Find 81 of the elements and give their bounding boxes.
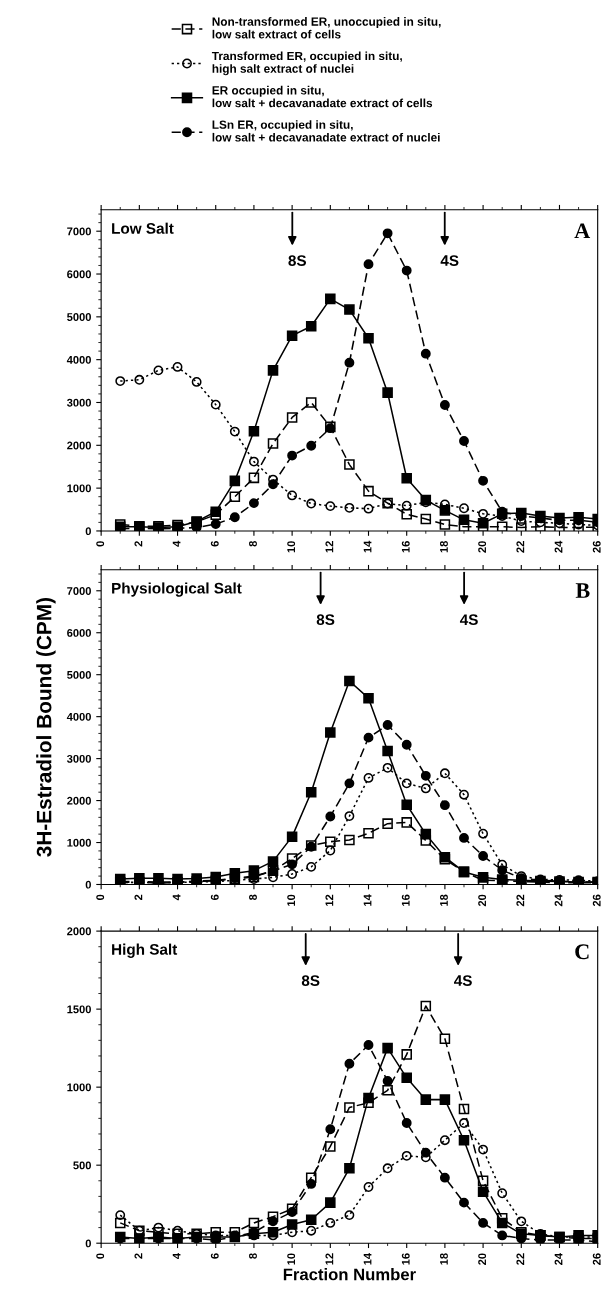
annotation: High Salt [112,943,178,958]
y-tick-label: 4000 [66,712,91,721]
x-tick-label: 16 [401,1253,410,1265]
x-tick-label: 10 [287,541,296,553]
x-tick-label: 18 [440,894,448,906]
y-tick-label: 6000 [67,629,91,637]
x-tick-label: 20 [478,1253,487,1265]
x-tick-label: 6 [210,541,219,547]
x-tick-label: 0 [96,894,105,900]
x-tick-label: 16 [401,894,410,906]
x-tick-label: 22 [516,541,525,553]
annotation: B [575,583,590,598]
y-tick-label: 6000 [67,270,91,279]
x-tick-label: 4 [172,894,181,901]
x-tick-label: 20 [478,541,487,553]
annotation: 8S [301,975,320,987]
x-tick-label: 2 [134,894,143,900]
x-tick-label: 12 [325,1253,334,1265]
x-tick-label: 24 [554,894,563,907]
y-tick-label: 500 [73,1161,91,1170]
x-tick-label: 6 [210,1253,219,1259]
y-tick-label: 3000 [66,754,91,763]
y-tick-label: 0 [85,880,91,889]
x-tick-label: 2 [134,541,143,547]
x-tick-label: 8 [249,541,257,547]
y-tick-label: 0 [85,527,91,536]
y-tick-label: 5000 [67,313,91,321]
x-tick-label: 18 [440,1253,448,1265]
annotation: 4S [440,255,459,266]
y-tick-label: 1000 [67,484,91,493]
legend-label: LSn ER, occupied in situ, low salt + decavanadate extract of nuclei [212,120,440,142]
x-tick-label: 12 [325,894,334,906]
x-tick-label: 0 [96,541,105,547]
y-tick-label: 2000 [67,796,91,805]
x-tick-label: 6 [210,894,219,900]
y-tick-label: 1000 [67,1083,91,1092]
x-tick-label: 26 [592,541,601,553]
y-tick-label: 2000 [67,927,91,936]
x-tick-label: 16 [401,541,410,553]
x-tick-label: 14 [363,894,372,906]
x-tick-label: 10 [287,894,296,906]
y-tick-label: 7000 [67,227,91,236]
y-tick-label: 4000 [66,355,91,364]
annotation: Physiological Salt [112,582,242,597]
x-tick-label: 0 [96,1253,105,1259]
x-tick-label: 24 [554,1252,563,1265]
legend-label: Transformed ER, occupied in situ, high salt extract of nuclei [211,51,402,76]
y-tick-label: 0 [85,1239,91,1248]
annotation: A [574,223,591,239]
x-tick-label: 22 [516,1253,525,1265]
annotation: 8S [316,614,335,626]
x-tick-label: 12 [325,541,334,553]
x-tick-label: 10 [287,1253,296,1265]
x-tick-label: 8 [249,894,257,901]
legend-label: ER occupied in situ, low salt + decavanadate extract of cells [212,85,433,108]
x-axis-title: Fraction Number [283,1268,416,1281]
y-tick-label: 5000 [67,670,91,679]
x-tick-label: 24 [554,540,563,553]
x-tick-label: 14 [363,540,372,553]
x-tick-label: 26 [592,1253,601,1265]
x-tick-label: 20 [478,894,487,907]
x-tick-label: 4 [172,1252,181,1259]
x-tick-label: 4 [172,540,181,547]
x-tick-label: 2 [134,1253,143,1259]
x-tick-label: 22 [516,894,525,907]
x-tick-label: 26 [592,894,601,907]
y-tick-label: 1500 [67,1005,91,1014]
y-tick-label: 3000 [66,398,91,407]
y-tick-label: 2000 [67,441,91,450]
legend-label: Non-transformed ER, unoccupied in situ, low salt extract of cells [212,17,441,39]
y-axis-title: 3H-Estradiol Bound (CPM) [36,597,56,857]
annotation: 8S [288,255,307,266]
annotation: Low Salt [112,222,174,234]
y-tick-label: 7000 [67,587,91,595]
annotation: 4S [454,975,472,987]
x-tick-label: 18 [440,541,448,553]
y-tick-label: 1000 [67,838,91,847]
x-tick-label: 8 [249,1253,257,1259]
x-tick-label: 14 [363,1252,372,1265]
annotation: C [575,944,589,960]
annotation: 4S [459,614,478,626]
